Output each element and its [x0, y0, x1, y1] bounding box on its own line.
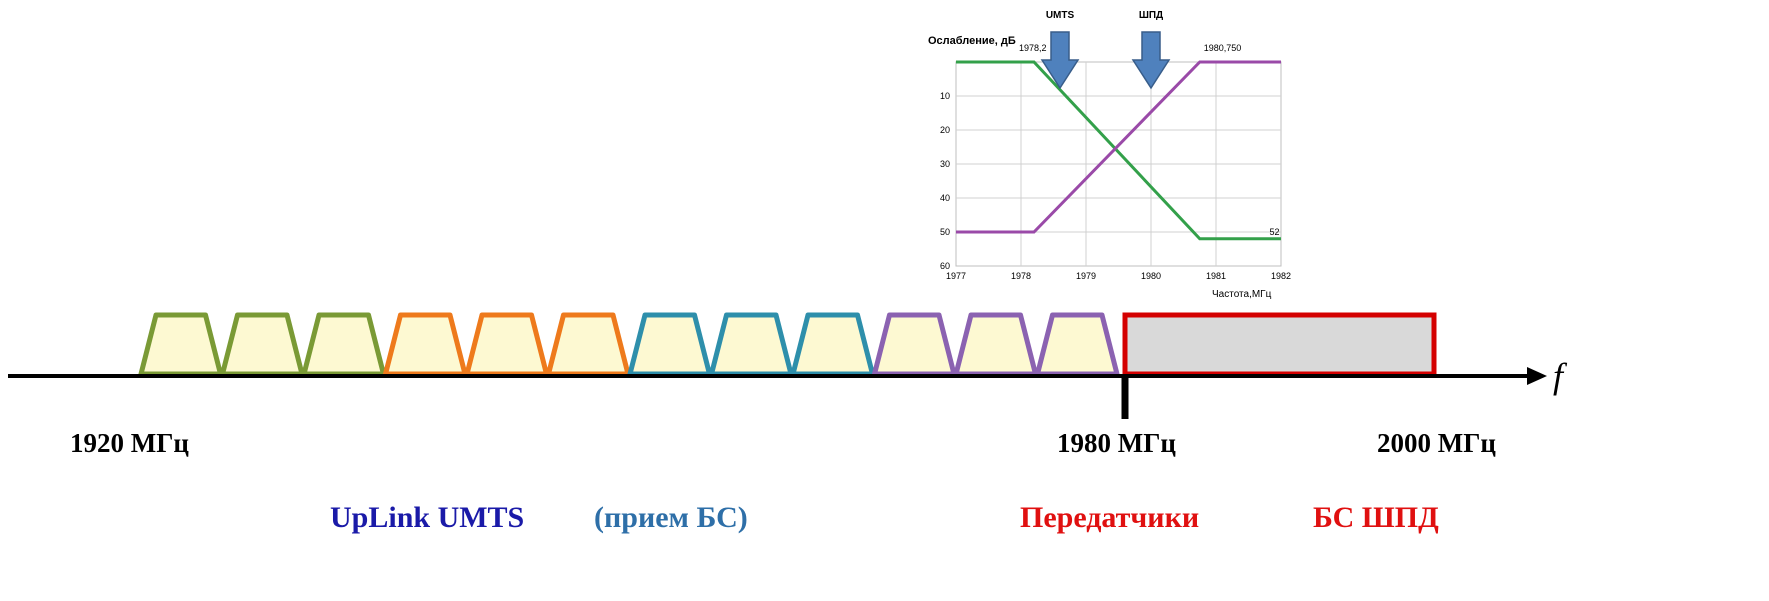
channel-mask-teal-1	[627, 312, 712, 377]
chart-tick-labels: 1977 1978 1979 1980 1981 1982 10 20 30 40 50 60	[940, 91, 1291, 281]
chart-series	[956, 60, 1281, 241]
chart-grid	[956, 62, 1281, 266]
chart-annotations: 1978,2 1980,750 52	[1019, 43, 1280, 237]
chart-x-tick: 1978	[1011, 271, 1031, 281]
chart-x-axis-title: Частота,МГц	[1212, 289, 1272, 300]
chart-annotation-3: 52	[1269, 227, 1279, 237]
channel-mask-orange-1	[383, 312, 468, 377]
frequency-label-1920: 1920 МГц	[70, 428, 189, 458]
chart-series-line-1	[956, 60, 1281, 241]
chart-arrow-1	[1040, 31, 1080, 90]
chart-x-tick: 1977	[946, 271, 966, 281]
umts-channel-masks	[138, 312, 1120, 377]
channel-mask-orange-2	[464, 312, 549, 377]
chart-arrow-label-2: ШПД	[1139, 10, 1163, 21]
channel-mask-purple-2	[953, 312, 1038, 377]
transmitters-label: Передатчики	[1020, 501, 1199, 534]
chart-y-tick: 30	[940, 159, 950, 169]
chart-y-tick: 10	[940, 91, 950, 101]
bs-reception-label: (прием БС)	[594, 501, 748, 534]
channel-mask-green-2	[220, 312, 305, 377]
channel-mask-green-3	[301, 312, 386, 377]
channel-mask-teal-3	[790, 312, 875, 377]
frequency-axis-arrowhead	[1527, 367, 1547, 385]
chart-y-tick: 60	[940, 261, 950, 271]
frequency-label-2000: 2000 МГц	[1377, 428, 1496, 458]
frequency-axis-symbol: f	[1553, 356, 1568, 396]
broadband-bs-label: БС ШПД	[1313, 501, 1439, 534]
chart-series-line-2	[956, 60, 1281, 234]
chart-x-tick: 1981	[1206, 271, 1226, 281]
chart-annotation-1: 1978,2	[1019, 43, 1047, 53]
broadband-transmitter-block	[1122, 312, 1437, 377]
attenuation-chart: 1977 1978 1979 1980 1981 1982 10 20 30 40 50 60 UMT…	[928, 10, 1291, 300]
chart-x-tick: 1979	[1076, 271, 1096, 281]
chart-y-tick: 40	[940, 193, 950, 203]
chart-x-tick: 1980	[1141, 271, 1161, 281]
channel-mask-purple-1	[872, 312, 957, 377]
channel-mask-purple-3	[1035, 312, 1120, 377]
chart-annotation-2: 1980,750	[1204, 43, 1242, 53]
chart-x-tick: 1982	[1271, 271, 1291, 281]
frequency-label-1980: 1980 МГц	[1057, 428, 1176, 458]
chart-y-axis-title: Ослабление, дБ	[928, 35, 1016, 47]
chart-y-tick: 20	[940, 125, 950, 135]
chart-y-tick: 50	[940, 227, 950, 237]
chart-arrow-2	[1131, 31, 1171, 90]
chart-arrows: UMTS ШПД	[1040, 10, 1171, 90]
channel-mask-green-1	[138, 312, 223, 377]
channel-mask-orange-3	[546, 312, 631, 377]
uplink-umts-label: UpLink UMTS	[330, 501, 524, 534]
chart-arrow-label-1: UMTS	[1046, 10, 1075, 21]
channel-mask-teal-2	[709, 312, 794, 377]
